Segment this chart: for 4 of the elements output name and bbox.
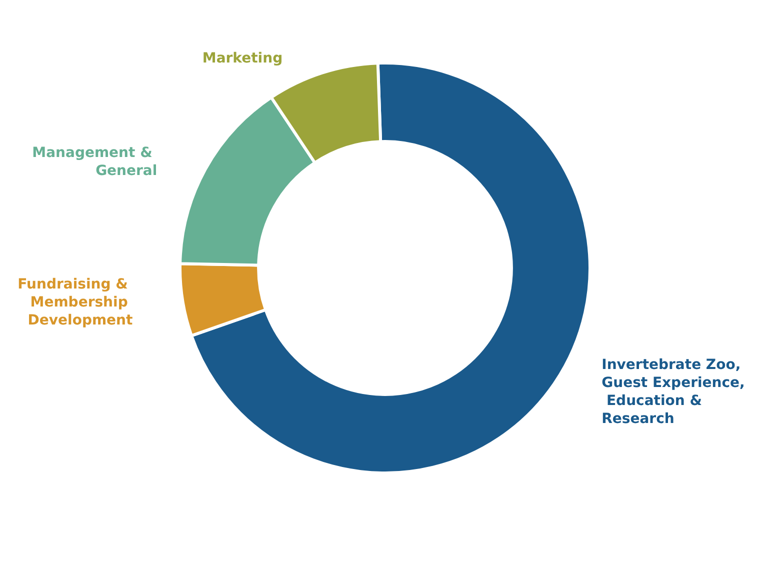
slice-label: Management & General — [32, 145, 158, 180]
slice-label: Fundraising & Membership Development — [18, 276, 134, 328]
slice-label: Invertebrate Zoo, Guest Experience, Education & Research — [602, 357, 746, 428]
slice-label: Marketing — [202, 50, 283, 67]
